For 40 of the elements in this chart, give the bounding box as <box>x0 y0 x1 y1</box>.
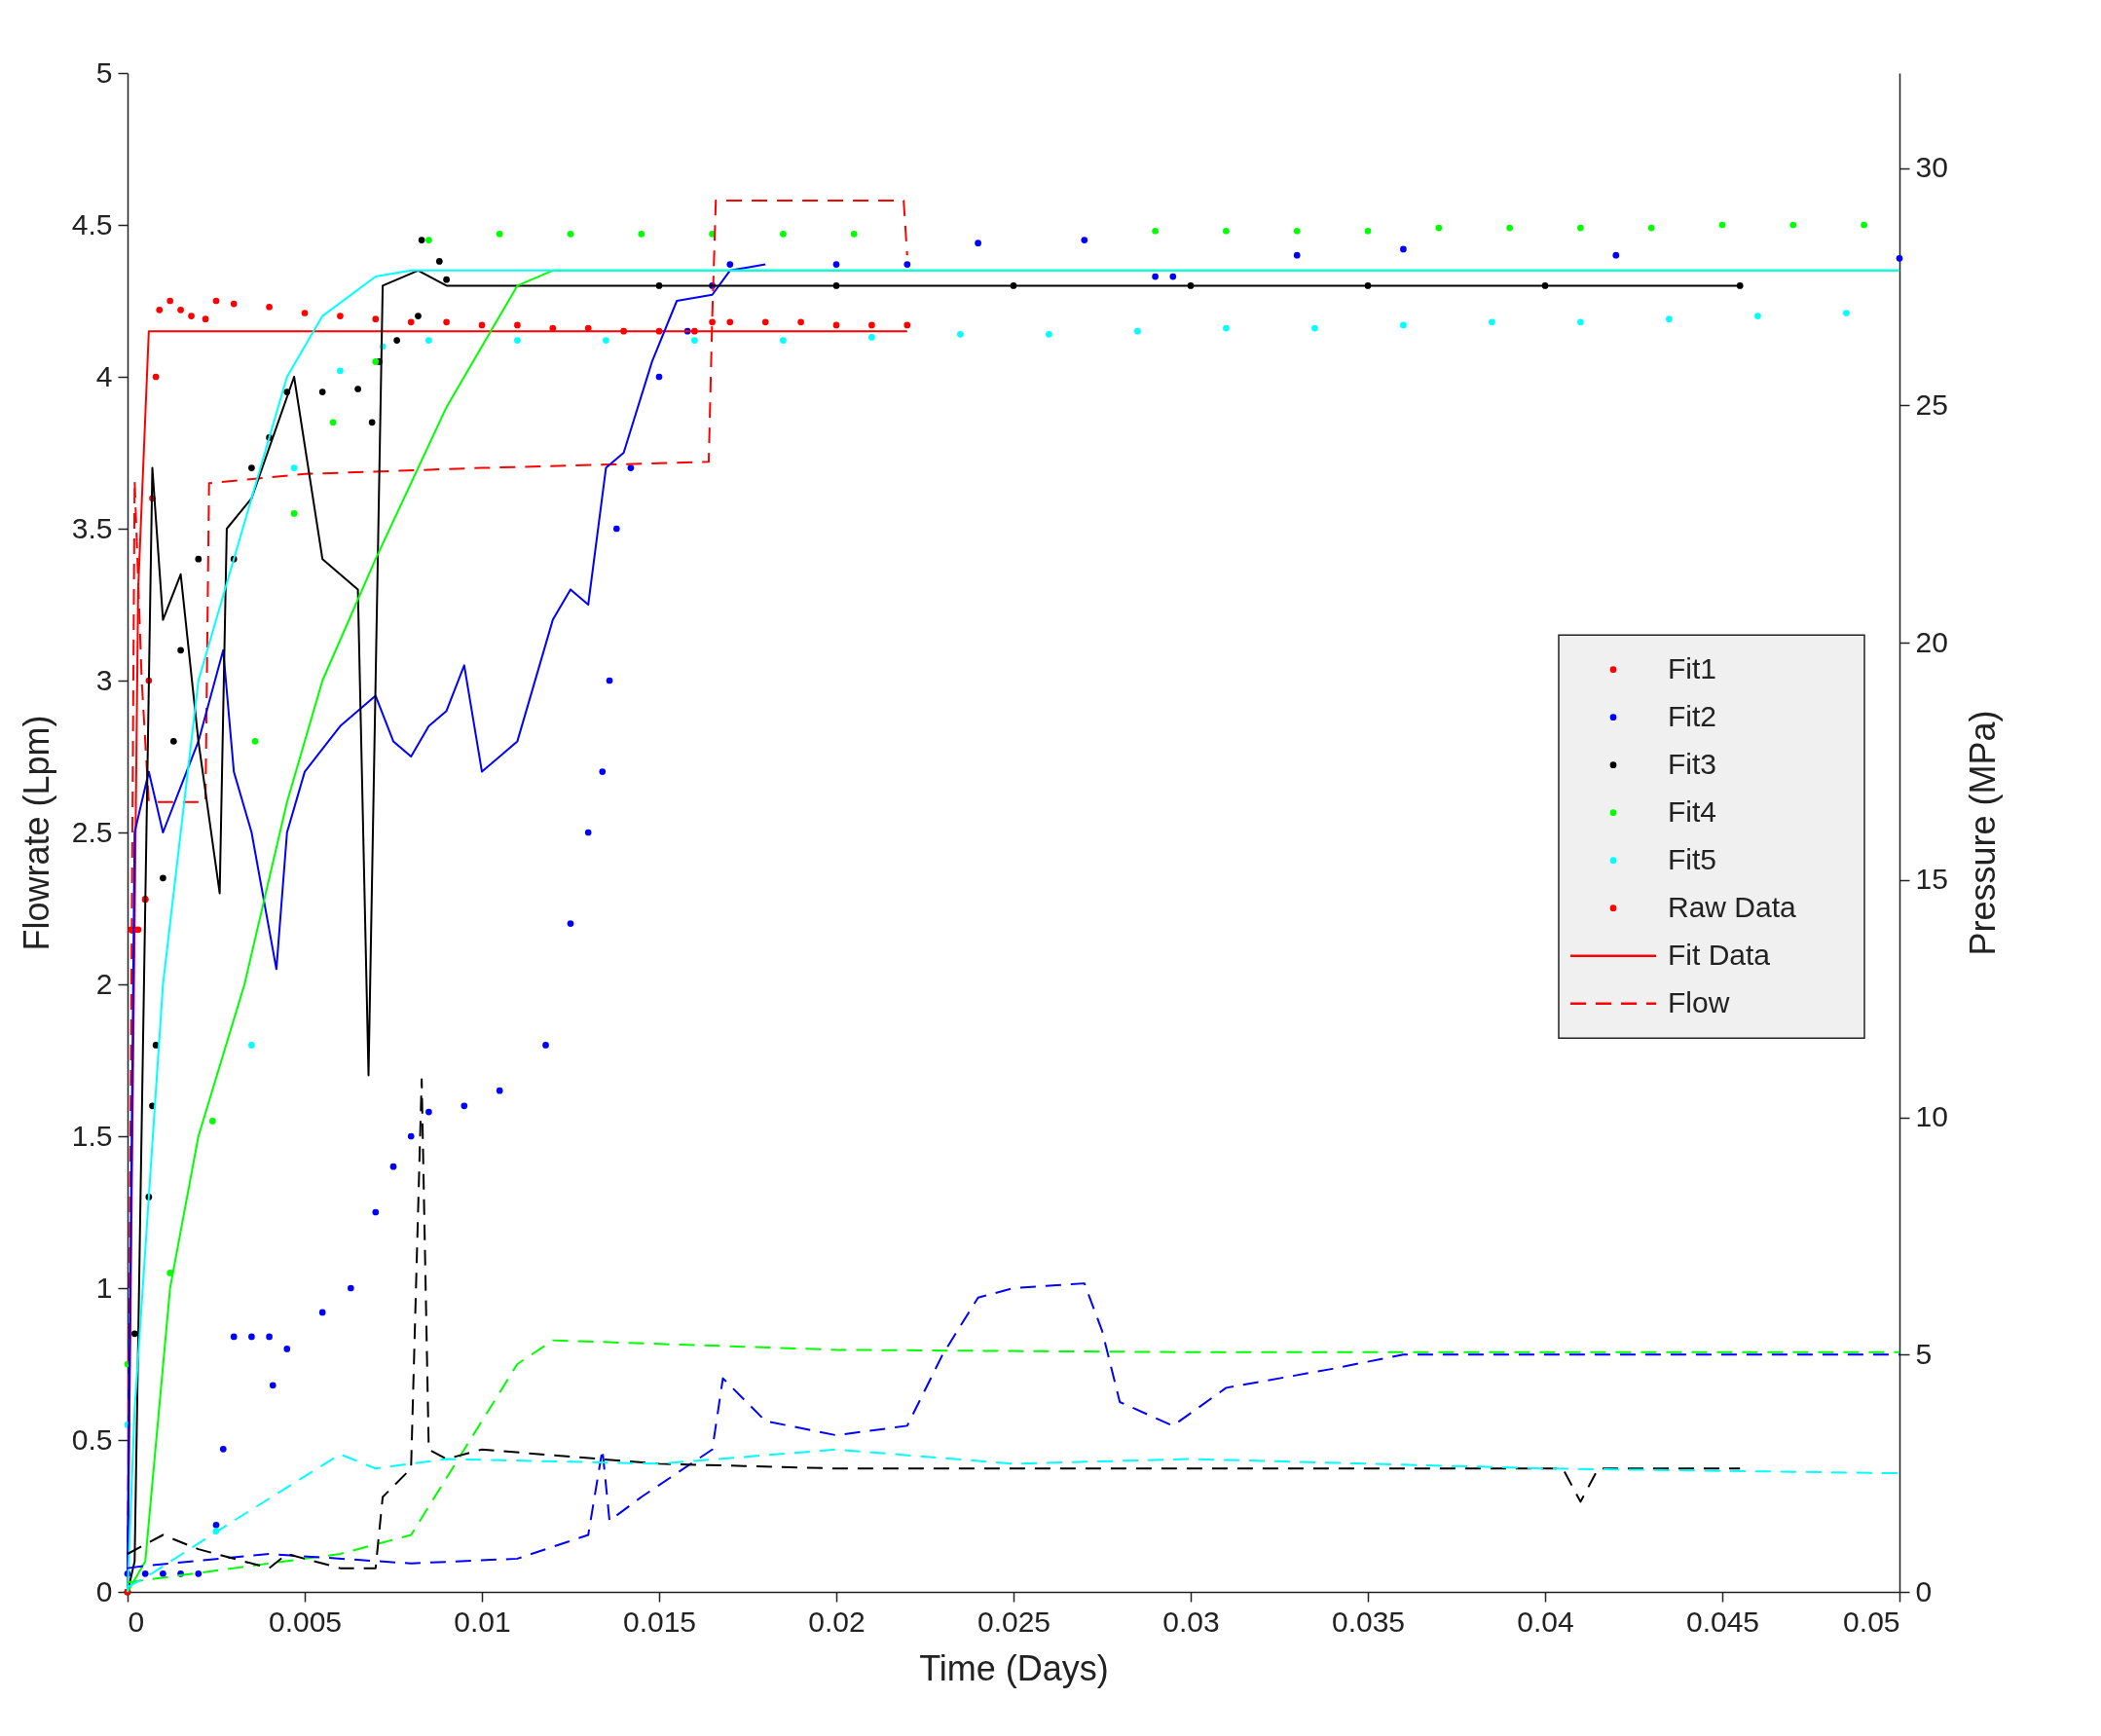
x-tick-label: 0.045 <box>1685 1605 1760 1638</box>
y-tick-label: 1 <box>95 1271 113 1304</box>
y-tick-label: 0 <box>95 1574 113 1607</box>
legend-label: Fit1 <box>1668 651 1717 684</box>
legend-label: Fit2 <box>1668 699 1717 732</box>
y2-tick-label: 5 <box>1915 1337 1933 1370</box>
x-tick-label: 0.025 <box>977 1605 1051 1638</box>
y2-tick-label: 25 <box>1915 388 1948 421</box>
x-tick-label: 0.02 <box>808 1605 866 1638</box>
y-tick-label: 4 <box>95 359 113 392</box>
legend-label: Fit4 <box>1668 794 1717 828</box>
y-tick-label: 0.5 <box>71 1422 113 1456</box>
x-axis-title: Time (Days) <box>919 1647 1109 1688</box>
legend-label: Raw Data <box>1668 890 1797 923</box>
y-tick-label: 5 <box>95 55 113 89</box>
x-tick-label: 0.05 <box>1843 1605 1900 1638</box>
y-tick-label: 3.5 <box>71 511 113 544</box>
legend-label: Fit3 <box>1668 747 1717 780</box>
y-tick-label: 1.5 <box>71 1119 113 1152</box>
y2-tick-label: 30 <box>1915 151 1948 183</box>
legend-label: Fit Data <box>1668 938 1771 971</box>
y2-tick-label: 0 <box>1915 1574 1933 1607</box>
x-tick-label: 0.01 <box>454 1605 511 1638</box>
x-tick-label: 0.03 <box>1162 1605 1220 1638</box>
x-tick-label: 0.04 <box>1517 1605 1574 1638</box>
y2-axis-title: Pressure (MPa) <box>1962 710 2003 956</box>
y-tick-label: 2.5 <box>71 815 113 848</box>
legend-label: Flow <box>1668 985 1730 1018</box>
legend-label: Fit5 <box>1668 842 1717 875</box>
x-tick-label: 0.015 <box>622 1605 697 1638</box>
y-tick-label: 4.5 <box>71 207 113 240</box>
x-tick-label: 0.035 <box>1331 1605 1406 1638</box>
y2-tick-label: 15 <box>1915 863 1948 896</box>
y-tick-label: 2 <box>95 967 113 1000</box>
x-tick-label: 0 <box>128 1605 145 1638</box>
y2-tick-label: 10 <box>1915 1100 1948 1132</box>
y-axis-title: Flowrate (Lpm) <box>16 715 56 951</box>
x-tick-label: 0.005 <box>268 1605 343 1638</box>
y-tick-label: 3 <box>95 663 113 696</box>
y2-tick-label: 20 <box>1915 625 1948 658</box>
